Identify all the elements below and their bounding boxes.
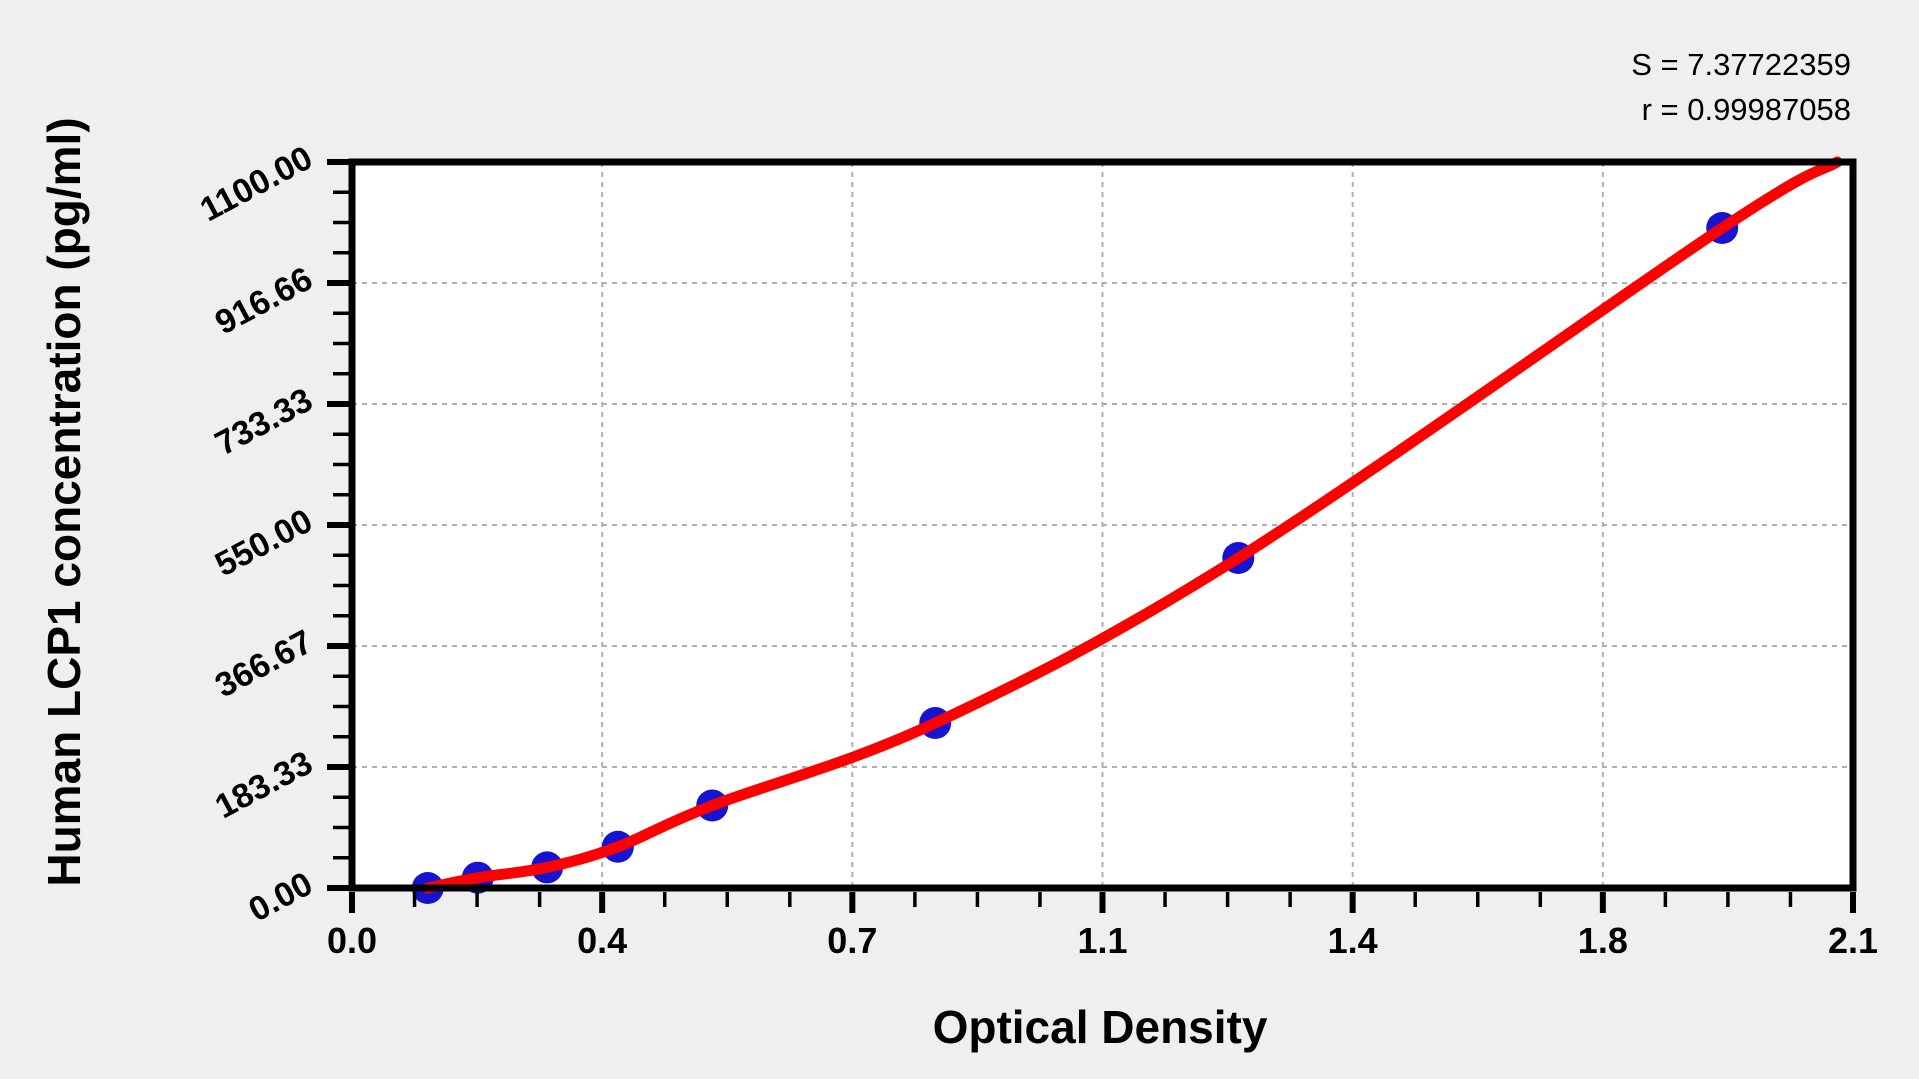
x-axis-title: Optical Density [932,1001,1268,1053]
s-value-label: S = 7.37722359 [1631,47,1851,82]
y-axis-title: Human LCP1 concentration (pg/ml) [38,117,90,887]
x-tick-label: 0.4 [577,920,628,961]
fitted-curve [422,156,1843,894]
x-tick-label: 1.4 [1327,920,1378,961]
x-tick-label: 2.1 [1827,920,1879,961]
x-tick-label: 0.7 [827,920,878,961]
x-tick-label: 1.1 [1077,920,1128,961]
r-value-label: r = 0.99987058 [1641,92,1851,127]
fit-statistics: S = 7.37722359 r = 0.99987058 [1631,42,1851,132]
x-tick-label: 0.0 [326,920,378,961]
plot-border [348,158,1857,892]
x-tick-label: 1.8 [1577,920,1628,961]
